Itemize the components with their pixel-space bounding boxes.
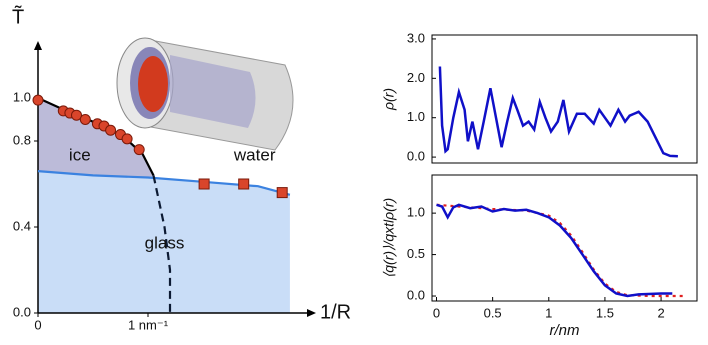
region-fill <box>38 171 290 313</box>
x-tick-label: 1.5 <box>596 305 614 320</box>
x-tick-label: 0 <box>433 305 440 320</box>
x-tick-label: 2 <box>657 305 664 320</box>
region-label: ice <box>69 146 91 165</box>
nanotube-illustration <box>116 37 294 151</box>
y-tick-label: 1.0 <box>407 205 425 220</box>
data-point <box>238 178 250 190</box>
data-line <box>438 66 678 158</box>
x-tick-label: 0.5 <box>484 305 502 320</box>
data-point <box>105 124 117 136</box>
y-tick-label: 1.0 <box>13 89 31 104</box>
x-tick-label: 0 <box>34 317 41 332</box>
plot: 0.0 0.4 0.8 1.0 0 1 nm⁻¹ ice water glass 1/R T̃ <box>12 5 351 332</box>
y-tick-label: 1.0 <box>407 109 425 124</box>
data-line <box>436 203 684 298</box>
y-tick-label: 0.4 <box>13 218 31 233</box>
y-axis-label: ρ(r) <box>381 88 397 111</box>
region-label: glass <box>145 234 185 253</box>
data-point <box>79 114 91 125</box>
plot-frame <box>431 174 698 302</box>
data-point <box>198 178 210 190</box>
data-point <box>133 144 145 156</box>
y-axis-label: ⟨q(r)⟩/qxtlρ(r) <box>381 198 397 278</box>
y-axis-label: T̃ <box>12 5 24 28</box>
y-tick-label: 2.0 <box>407 70 425 85</box>
plot-frame <box>431 34 698 164</box>
data-point <box>276 187 288 199</box>
data-point <box>71 109 82 121</box>
x-axis-label: 1/R <box>320 301 351 323</box>
y-tick-label: 0.0 <box>407 149 425 164</box>
y-tick-label: 0.5 <box>407 246 425 261</box>
y-tick-label: 3.0 <box>407 30 425 45</box>
y-tick-label: 0.0 <box>13 304 31 319</box>
y-arrow <box>34 41 42 50</box>
plot: 0.0 1.0 2.0 3.0 ρ(r) <box>381 30 698 164</box>
plot: 0.0 0.5 1.0 0 0.5 1 1.5 2 r/nm ⟨q(r)⟩/qxtlρ(r) <box>381 174 698 339</box>
x-tick-label: 1 nm⁻¹ <box>128 317 169 332</box>
data-line <box>152 175 172 313</box>
data-point <box>121 133 133 145</box>
data-line <box>37 170 291 196</box>
y-tick-label: 0.0 <box>407 287 425 302</box>
x-axis-label: r/nm <box>550 322 580 339</box>
x-tick-label: 1 <box>545 305 552 320</box>
data-point <box>32 94 44 106</box>
region-label: water <box>233 146 276 165</box>
x-arrow <box>307 309 316 317</box>
data-line <box>436 203 673 298</box>
y-tick-label: 0.8 <box>13 132 31 147</box>
